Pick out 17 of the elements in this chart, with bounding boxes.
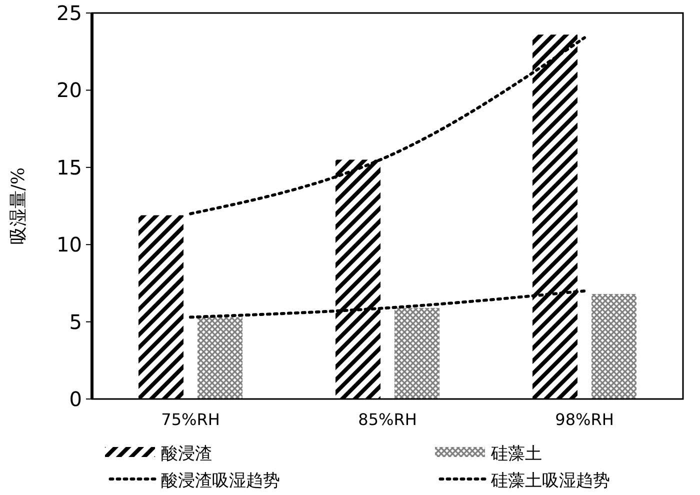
bar — [394, 308, 440, 399]
x-tick-label: 85%RH — [358, 410, 417, 429]
bar — [592, 294, 636, 399]
x-tick-label: 98%RH — [555, 410, 614, 429]
y-tick-label: 5 — [69, 310, 82, 334]
y-tick-label: 20 — [56, 78, 82, 102]
y-tick-label: 10 — [56, 232, 82, 257]
x-tick-label: 75%RH — [161, 410, 220, 429]
bar — [198, 317, 242, 399]
y-tick-label: 0 — [69, 387, 82, 411]
legend-label: 酸浸渣吸湿趋势 — [161, 470, 280, 491]
legend-label: 硅藻土 — [490, 444, 542, 464]
y-tick-label: 25 — [56, 1, 82, 25]
y-tick-label: 15 — [56, 155, 82, 180]
legend-label: 酸浸渣 — [161, 444, 212, 464]
y-axis-title: 吸湿量/% — [8, 167, 29, 245]
legend-label: 硅藻土吸湿趋势 — [490, 470, 610, 491]
